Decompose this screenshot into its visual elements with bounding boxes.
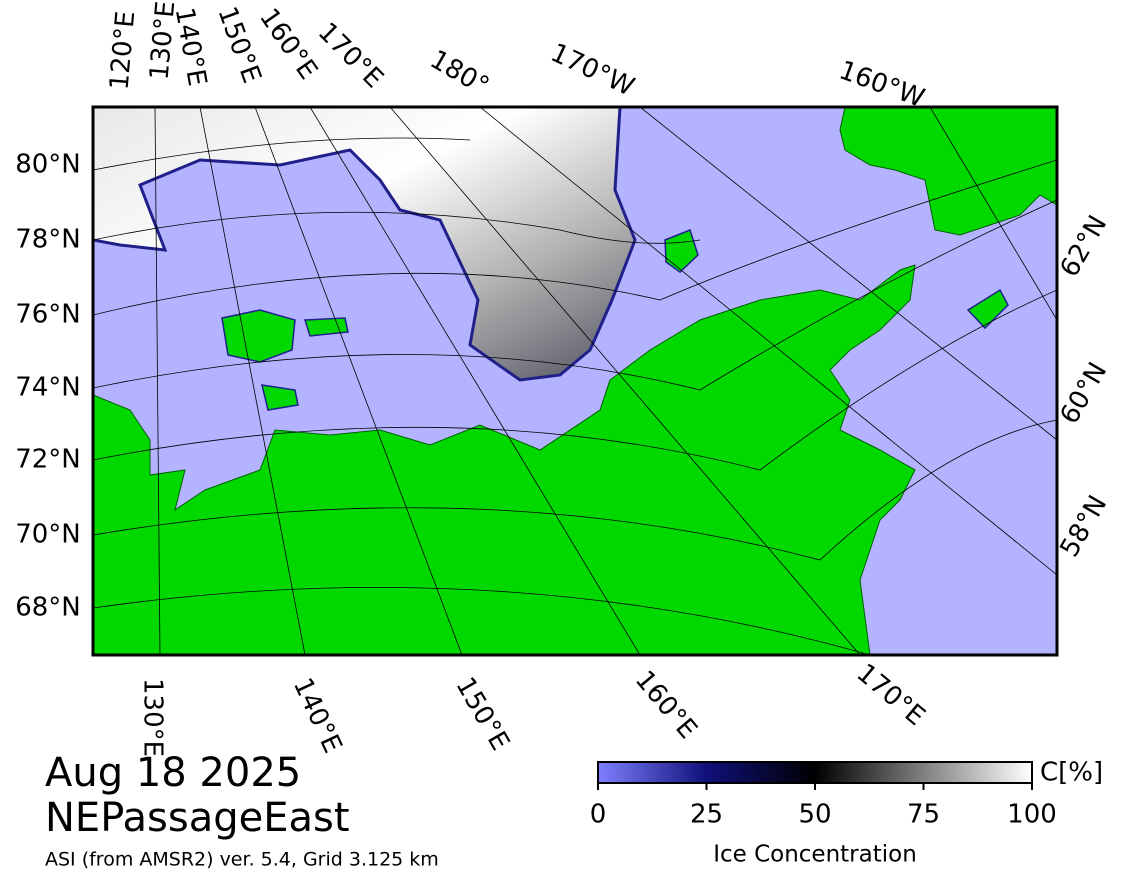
top-label: 120°E (105, 10, 142, 91)
top-label: 130°E (145, 0, 182, 81)
colorbar-tick-label: 0 (590, 800, 607, 830)
top-label: 180° (425, 45, 494, 102)
alaska (839, 107, 1057, 236)
right-label: 62°N (1055, 210, 1114, 282)
island (221, 309, 296, 363)
bottom-label: 150°E (449, 672, 515, 755)
source-note: ASI (from AMSR2) ver. 5.4, Grid 3.125 km (45, 849, 439, 871)
land (93, 264, 916, 655)
colorbar-label: Ice Concentration (713, 842, 917, 868)
colorbar-tick-label: 25 (690, 800, 723, 830)
left-label: 70°N (15, 520, 81, 550)
island (966, 288, 1009, 330)
top-label: 150°E (211, 3, 266, 88)
left-label: 68°N (15, 593, 81, 623)
colorbar-tick-label: 75 (907, 800, 940, 830)
map-frame (91, 105, 1059, 657)
colorbar-tick-label: 50 (798, 800, 831, 830)
left-label: 76°N (15, 300, 81, 330)
colorbar (597, 761, 1033, 784)
bottom-label: 130°E (138, 678, 168, 757)
top-label: 170°E (312, 17, 389, 94)
colorbar-unit: C[%] (1040, 758, 1103, 788)
bottom-label: 140°E (287, 673, 348, 757)
top-label: 140°E (169, 5, 212, 88)
top-label: 170°W (546, 38, 639, 103)
bottom-label: 170°E (851, 658, 931, 732)
colorbar-tick-label: 100 (1007, 800, 1057, 830)
island (664, 229, 699, 273)
left-label: 80°N (15, 150, 81, 180)
map-area (93, 107, 1057, 655)
right-label: 58°N (1055, 490, 1114, 562)
island (261, 384, 299, 411)
left-label: 78°N (15, 225, 81, 255)
top-label: 160°W (835, 55, 928, 113)
graticule (93, 107, 1057, 655)
bottom-label: 160°E (629, 665, 703, 745)
left-label: 72°N (15, 445, 81, 475)
date-title: Aug 18 2025 (45, 750, 301, 796)
left-label: 74°N (15, 373, 81, 403)
island (303, 317, 349, 337)
region-title: NEPassageEast (45, 795, 350, 841)
colorbar-ticks: 0 25 50 75 100 (590, 783, 1057, 830)
right-label: 60°N (1055, 357, 1114, 429)
